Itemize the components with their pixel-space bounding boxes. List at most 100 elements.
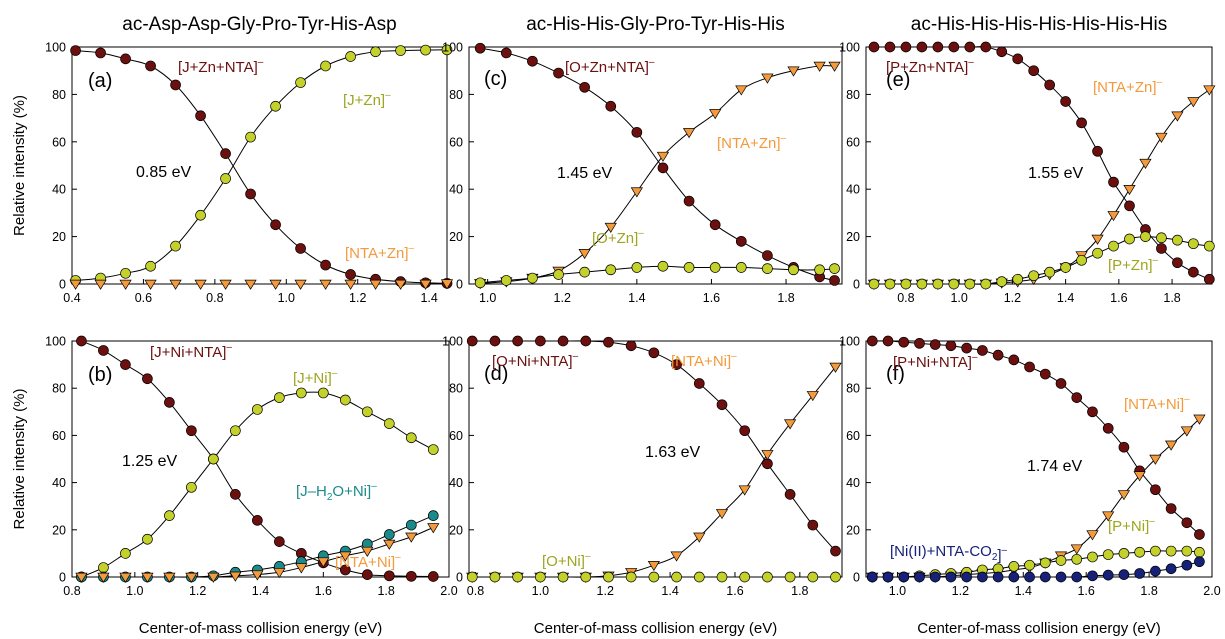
series-line-nta-ni xyxy=(472,366,836,578)
data-point xyxy=(1165,503,1177,514)
data-point xyxy=(992,349,1004,361)
data-point xyxy=(1012,273,1024,285)
x-tick-label: 1.8 xyxy=(1140,584,1157,598)
data-point xyxy=(735,262,747,273)
x-tick-label: 1.0 xyxy=(479,291,496,305)
data-point xyxy=(427,444,439,455)
data-point xyxy=(1008,571,1020,583)
data-point xyxy=(229,571,242,582)
y-tick-label: 100 xyxy=(839,335,860,349)
data-point xyxy=(186,481,197,493)
data-point xyxy=(295,387,307,399)
data-point xyxy=(527,272,538,284)
y-tick-label: 40 xyxy=(846,476,860,490)
y-tick-label: 80 xyxy=(449,382,463,396)
series-markers-p-zn-nta xyxy=(868,41,1215,285)
data-point xyxy=(195,110,206,122)
charge-sign: – xyxy=(395,552,401,563)
data-point xyxy=(814,264,825,276)
y-tick-label: 100 xyxy=(45,41,66,55)
data-point xyxy=(929,571,941,583)
y-tick-label: 0 xyxy=(853,278,860,292)
panel-title: ac-His-His-Gly-Pro-Tyr-His-His xyxy=(526,14,785,35)
data-point xyxy=(220,173,231,184)
data-point xyxy=(1188,266,1199,278)
data-point xyxy=(1118,569,1130,580)
charge-sign: – xyxy=(1149,516,1155,527)
data-point xyxy=(230,425,241,437)
y-tick-label: 60 xyxy=(846,135,860,149)
y-tick-label: 20 xyxy=(449,523,463,537)
data-point xyxy=(427,571,439,582)
x-tick-label: 0.8 xyxy=(206,291,223,305)
series-markers-o-ni-nta xyxy=(466,335,841,557)
data-point xyxy=(245,188,256,200)
data-point xyxy=(383,418,395,429)
data-point xyxy=(512,335,524,347)
data-point xyxy=(1118,441,1130,453)
x-tick-label: 1.2 xyxy=(349,291,366,305)
series-line-j-zn-nta xyxy=(75,50,448,284)
data-point xyxy=(163,572,176,583)
y-tick-label: 80 xyxy=(846,382,860,396)
data-point xyxy=(578,248,591,260)
x-tick-label: 1.4 xyxy=(1015,584,1032,598)
data-point xyxy=(1060,262,1071,273)
x-tick-label: 0.6 xyxy=(135,291,152,305)
data-point xyxy=(977,571,988,583)
data-point xyxy=(945,571,957,583)
data-point xyxy=(1124,200,1135,212)
data-point xyxy=(783,419,797,430)
data-point xyxy=(916,278,928,290)
plot-area xyxy=(866,335,1206,583)
series-label-j-h2o-ni: [J–H2O+Ni]– xyxy=(296,481,377,503)
charge-sign: – xyxy=(1002,545,1008,556)
data-point xyxy=(992,571,1004,583)
data-point xyxy=(1028,65,1040,77)
series-markers-p-zn xyxy=(868,231,1215,290)
data-point xyxy=(604,222,617,234)
plot-area xyxy=(466,335,842,583)
series-line-nta-zn xyxy=(874,89,1210,285)
y-tick-label: 60 xyxy=(449,429,463,443)
x-tick-label: 1.2 xyxy=(189,584,206,598)
series-label-p-zn: [P+Zn]– xyxy=(1108,255,1159,274)
data-point xyxy=(1076,254,1087,266)
charge-sign: – xyxy=(585,551,591,562)
x-tick-label: 0.8 xyxy=(467,584,484,598)
data-point xyxy=(144,279,157,290)
data-point xyxy=(739,425,751,437)
data-point xyxy=(693,378,705,389)
threshold-label: 1.45 eV xyxy=(557,165,612,182)
threshold-label: 1.63 eV xyxy=(645,444,700,461)
panel-a: ac-Asp-Asp-Gly-Pro-Tyr-His-Asp 0 20 40 60 80 1… xyxy=(11,14,454,305)
data-point xyxy=(1028,270,1040,282)
data-point xyxy=(489,335,501,347)
x-tick-label: 1.0 xyxy=(889,584,906,598)
panel-f: 0 20 40 60 80 100 1.0 1.2 1.4 1.6 1.8 2.0 Center-of-… xyxy=(839,335,1221,638)
series-label-nta-zn: [NTA+Zn]– xyxy=(717,133,787,152)
data-point xyxy=(1071,571,1083,583)
data-point xyxy=(716,399,728,411)
data-point xyxy=(647,561,660,572)
data-point xyxy=(762,458,773,470)
data-point xyxy=(345,51,356,62)
x-tick-label: 1.4 xyxy=(661,584,678,598)
x-tick-label: 1.6 xyxy=(1077,584,1094,598)
data-point xyxy=(977,345,988,356)
data-point xyxy=(252,515,263,526)
series-line-nta-zn xyxy=(480,65,835,284)
data-point xyxy=(1203,273,1215,285)
charge-sign: – xyxy=(781,133,787,144)
data-point xyxy=(1165,545,1177,557)
y-tick-label: 60 xyxy=(846,429,860,443)
charge-sign: – xyxy=(972,352,978,363)
data-point xyxy=(1150,565,1161,577)
data-point xyxy=(1024,559,1035,571)
data-point xyxy=(535,335,546,347)
y-tick-label: 40 xyxy=(52,476,66,490)
data-point xyxy=(1156,243,1167,254)
series-line-ni-ii-nta-co2 xyxy=(872,561,1200,578)
data-point xyxy=(317,387,329,399)
panel-label: (f) xyxy=(886,363,905,385)
